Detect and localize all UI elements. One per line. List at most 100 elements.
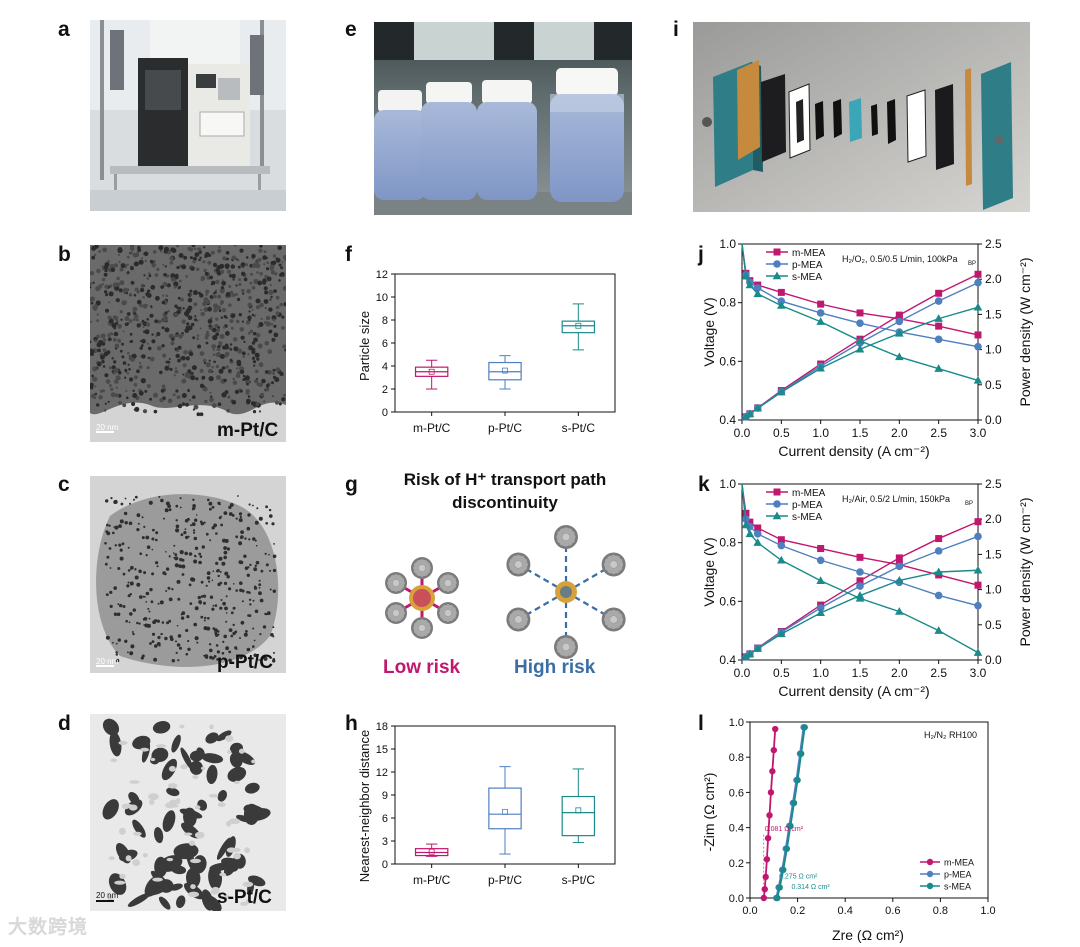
x-tick-label: 2.5	[930, 666, 947, 680]
carbon-particle	[436, 602, 459, 624]
x-tick-label: 1.5	[852, 426, 869, 440]
data-point	[741, 652, 751, 661]
low-risk-label: Low risk	[383, 657, 461, 678]
data-point	[777, 301, 786, 309]
polarization-curve-o2: Voltage (V) Power density (W cm⁻²) Curre…	[701, 237, 1033, 459]
y2-tick-label: 2.0	[985, 272, 1002, 286]
condition-annotation-sub: BP	[965, 501, 973, 507]
data-point	[934, 626, 943, 634]
data-point	[855, 591, 865, 599]
legend-label: m-MEA	[792, 488, 826, 499]
y-tick-label: 0.0	[729, 893, 744, 905]
data-point	[974, 532, 982, 541]
proton-transport-schematic	[385, 525, 626, 659]
plot-frame	[749, 721, 989, 899]
data-point	[753, 530, 762, 538]
data-point	[745, 529, 755, 538]
y-tick-label: 0.6	[729, 787, 744, 799]
legend-label: p-MEA	[944, 870, 972, 880]
mean-marker	[575, 807, 582, 814]
impedance-line-m-MEA	[762, 728, 777, 899]
y2-axis-label: Power density (W cm⁻²)	[1017, 258, 1033, 407]
data-point	[760, 894, 768, 902]
data-point	[745, 280, 755, 289]
y2-tick-label: 0.5	[985, 378, 1002, 392]
data-point	[895, 575, 904, 584]
x-tick-label: 0.5	[773, 666, 790, 680]
legend-label: p-MEA	[792, 500, 823, 511]
data-point	[801, 724, 808, 731]
y-tick-label: 3	[382, 836, 388, 848]
data-point	[895, 554, 903, 562]
carbon-particle	[506, 552, 531, 577]
data-point	[773, 488, 781, 496]
x-tick-label: 1.0	[980, 905, 995, 917]
x-tick-label: m-Pt/C	[413, 421, 451, 435]
resistance-label: 0.314 Ω cm²	[791, 884, 830, 891]
data-point	[974, 270, 982, 278]
data-point	[770, 746, 777, 754]
data-point	[777, 387, 786, 396]
data-point	[741, 271, 751, 280]
y-tick-label: 0.4	[729, 823, 744, 835]
tem-micrograph-s	[90, 714, 286, 911]
y-tick-label: 0.6	[719, 594, 736, 608]
y-tick-label: 18	[376, 721, 388, 733]
data-point	[790, 799, 798, 807]
legend-label: p-MEA	[792, 260, 823, 271]
y-tick-label: 12	[376, 767, 388, 779]
mean-marker	[502, 367, 508, 374]
y2-axis-label: Power density (W cm⁻²)	[1017, 498, 1033, 647]
x-axis-label: Zre (Ω cm²)	[832, 927, 904, 943]
nyquist-plot: -Zim (Ω cm²) Zre (Ω cm²) H₂/N₂ RH100 0.0…	[701, 717, 996, 943]
y-axis-label: Voltage (V)	[701, 537, 717, 606]
x-tick-label: p-Pt/C	[488, 873, 522, 887]
panel-label-a: a	[58, 18, 70, 41]
legend-label: s-MEA	[792, 272, 822, 283]
data-point	[797, 750, 805, 757]
y-tick-label: 9	[382, 790, 388, 802]
instrument-photo	[90, 20, 286, 211]
schematic-title: Risk of H⁺ transport path discontinuity	[360, 468, 650, 514]
data-point	[777, 541, 786, 550]
voltage-line-s-MEA	[741, 243, 979, 382]
data-point	[753, 284, 762, 292]
data-point	[764, 834, 772, 842]
carbon-particle	[506, 607, 531, 632]
y2-tick-label: 1.0	[985, 583, 1002, 597]
x-axis-label: Current density (A cm⁻²)	[778, 683, 929, 699]
high-risk-label: High risk	[514, 657, 596, 678]
data-point	[772, 511, 782, 520]
y2-tick-label: 0.0	[985, 653, 1002, 667]
data-point	[855, 344, 865, 353]
x-axis-label: Current density (A cm⁻²)	[778, 443, 929, 459]
mean-marker	[428, 368, 435, 375]
data-point	[787, 822, 794, 830]
data-point	[934, 297, 943, 305]
y-tick-label: 0.8	[719, 536, 736, 550]
x-tick-label: 3.0	[970, 666, 987, 680]
y-tick-label: 2	[382, 384, 388, 396]
scale-bar	[96, 900, 114, 902]
schematic-title-line2: discontinuity	[452, 493, 558, 512]
tem-micrograph-m	[90, 245, 286, 442]
panel-label-d: d	[58, 712, 71, 735]
y-axis-label: Particle size	[357, 311, 372, 381]
x-tick-label: 0.6	[885, 905, 900, 917]
y2-tick-label: 2.5	[985, 237, 1002, 251]
data-point	[817, 300, 825, 308]
condition-annotation: H₂/O₂, 0.5/0.5 L/min, 100kPa	[842, 254, 958, 264]
data-point	[816, 604, 825, 612]
y-tick-label: 0.2	[729, 858, 744, 870]
data-point	[753, 403, 763, 412]
x-tick-label: p-Pt/C	[488, 421, 522, 435]
y-tick-label: 15	[376, 744, 388, 756]
legend-marker	[926, 858, 934, 866]
x-tick-label: s-Pt/C	[562, 421, 596, 435]
y2-tick-label: 2.5	[985, 477, 1002, 491]
data-point	[974, 581, 982, 589]
panel-label-j: j	[698, 243, 704, 266]
data-point	[816, 556, 825, 565]
data-point	[777, 288, 785, 296]
condition-annotation-sub: BP	[968, 261, 976, 267]
